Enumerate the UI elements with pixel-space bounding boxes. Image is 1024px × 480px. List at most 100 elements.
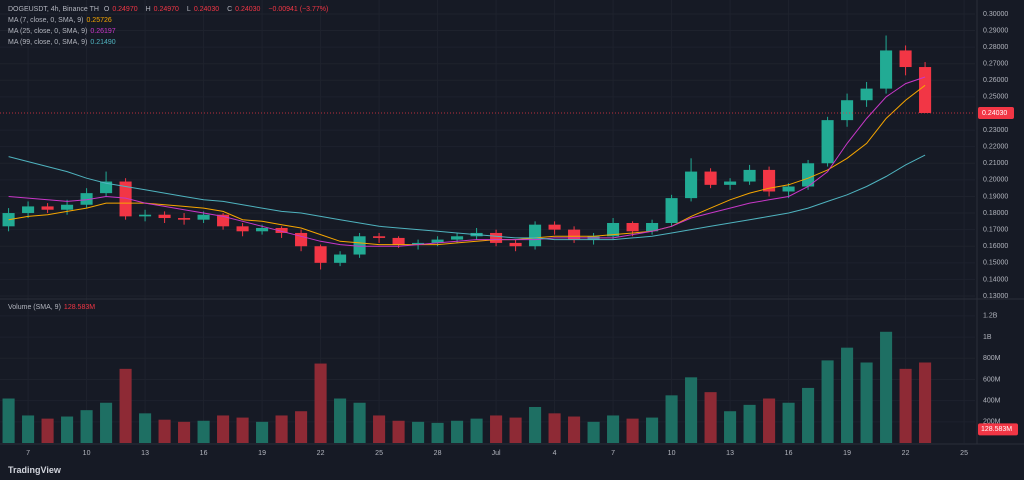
volume-bar [743, 404, 756, 443]
candle-body [139, 214, 152, 217]
volume-bar [529, 406, 542, 443]
x-tick-label: Jul [492, 450, 501, 457]
candle-body [158, 214, 171, 219]
legend-name: MA (7, close, 0, SMA, 9) [8, 17, 84, 24]
candle-body [568, 229, 581, 240]
volume-bar [626, 418, 639, 443]
volume-bar [236, 417, 249, 443]
candle-body [529, 224, 542, 247]
legend-name: MA (25, close, 0, SMA, 9) [8, 28, 88, 35]
y-tick-label: 0.23000 [983, 127, 1008, 134]
candle-body [178, 218, 191, 220]
candle-body [607, 223, 620, 237]
last-price-tag [978, 106, 1014, 119]
volume-bar [607, 415, 620, 443]
candle-body [743, 169, 756, 182]
candle-body [509, 242, 522, 247]
candle-body [80, 193, 93, 205]
volume-legend: Volume (SMA, 9) 128.583M [8, 304, 98, 311]
candle-body [236, 226, 249, 232]
volume-bar [178, 421, 191, 443]
volume-bar [256, 421, 269, 443]
volume-bar [782, 402, 795, 443]
x-tick-label: 7 [611, 450, 615, 457]
x-tick-label: 19 [843, 450, 851, 457]
candle-body [626, 223, 639, 232]
volume-bar [119, 368, 132, 443]
legend-name: Volume (SMA, 9) [8, 304, 61, 311]
x-tick-label: 25 [960, 450, 968, 457]
ohlc-label: O [103, 6, 110, 13]
volume-bar [197, 420, 210, 443]
y-tick-label: 0.26000 [983, 77, 1008, 84]
candle-body [412, 242, 425, 245]
candle-body [860, 88, 873, 101]
y-tick-label: 0.19000 [983, 193, 1008, 200]
y-tick-label: 0.29000 [983, 27, 1008, 34]
candle-body [22, 206, 35, 214]
ma-line [8, 76, 926, 247]
ohlc: O 0.24970 [104, 6, 141, 13]
candle-body [334, 254, 347, 263]
header: DOGEUSDT, 4h, Binance TH O 0.24970 H 0.249… [8, 6, 331, 13]
volume-bar [412, 421, 425, 443]
y-tick-label: 0.13000 [983, 293, 1008, 300]
ohlc-value: 0.24030 [193, 6, 220, 13]
y-tick-label: 400M [983, 397, 1001, 404]
ma-line [8, 84, 926, 246]
candle-body [295, 232, 308, 247]
legend-value: 0.25726 [86, 17, 112, 24]
ohlc-value: 0.24030 [235, 6, 261, 13]
volume-bar [899, 368, 912, 443]
ma-line [8, 154, 926, 241]
candle-body [314, 246, 327, 263]
x-tick-label: 10 [668, 450, 676, 457]
candle-body [431, 239, 444, 243]
volume-bar [431, 422, 444, 443]
ohlc: H 0.24970 [146, 6, 182, 13]
volume-bar [587, 421, 600, 443]
x-tick-label: 16 [200, 450, 208, 457]
legend-name: MA (99, close, 0, SMA, 9) [8, 39, 88, 46]
volume-bar [665, 395, 678, 443]
candle-body [821, 120, 834, 164]
legend-value: 0.26197 [90, 28, 116, 35]
volume-bar [295, 411, 308, 443]
candle-body [880, 50, 893, 89]
y-tick-label: 0.15000 [983, 260, 1008, 267]
candle-body [119, 181, 132, 217]
volume-bar [685, 377, 698, 443]
ohlc-label: C [227, 6, 233, 13]
volume-bar [22, 415, 35, 443]
candle-body [685, 171, 698, 199]
volume-bar [2, 398, 15, 443]
y-tick-label: 0.17000 [983, 226, 1008, 233]
candle-body [2, 213, 15, 227]
x-tick-label: 4 [553, 450, 557, 457]
candle-body [724, 181, 737, 185]
candle-body [841, 100, 854, 121]
y-tick-label: 600M [983, 376, 1001, 383]
x-tick-label: 22 [902, 450, 910, 457]
y-tick-label: 0.27000 [983, 61, 1008, 68]
volume-bar [80, 410, 93, 443]
y-tick-label: 0.20000 [983, 177, 1008, 184]
volume-bar [139, 413, 152, 443]
y-tick-label: 0.22000 [983, 144, 1008, 151]
volume-bar [880, 331, 893, 443]
ohlc-label: H [145, 6, 151, 13]
volume-bar [353, 402, 366, 443]
y-tick-label: 0.28000 [983, 44, 1008, 51]
candle-body [197, 214, 210, 220]
volume-bar [470, 418, 483, 443]
volume-bar [314, 363, 327, 443]
x-tick-label: 22 [317, 450, 325, 457]
candle-body [704, 171, 717, 185]
volume-bar [704, 392, 717, 443]
ohlc-label: L [186, 6, 191, 13]
y-tick-label: 800M [983, 355, 1001, 362]
volume-bar [646, 417, 659, 443]
y-tick-label: 1.2B [983, 313, 998, 320]
